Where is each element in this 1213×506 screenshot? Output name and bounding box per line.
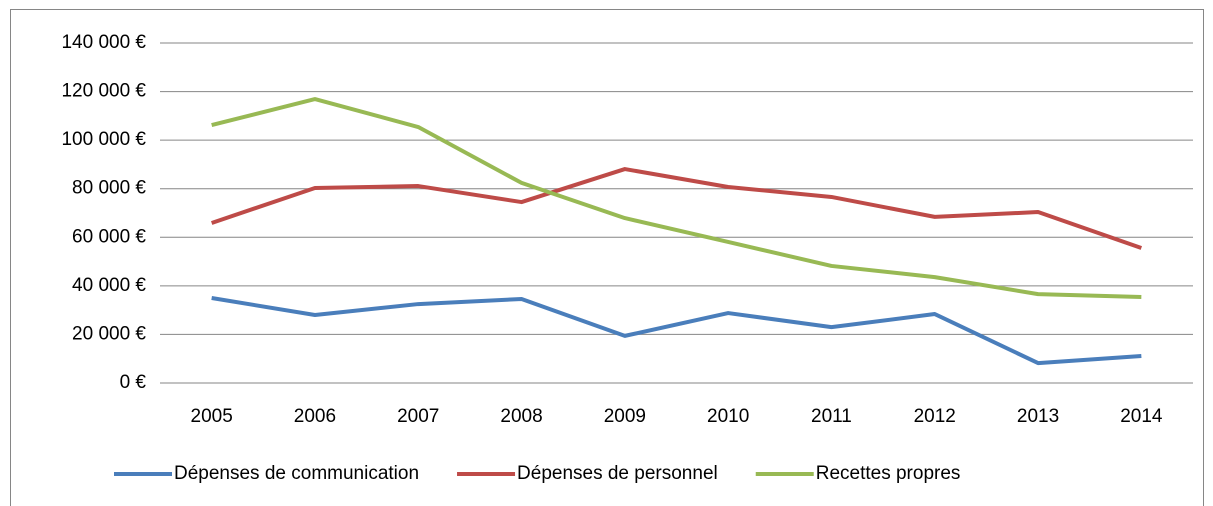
y-tick-label: 20 000 € [72, 323, 146, 344]
x-tick-label: 2013 [1017, 406, 1059, 427]
x-tick-label: 2005 [191, 406, 233, 427]
chart-frame [10, 9, 1204, 506]
y-tick-label: 120 000 € [61, 81, 146, 102]
legend-label: Dépenses de personnel [517, 463, 718, 484]
y-tick-label: 40 000 € [72, 275, 146, 296]
y-tick-label: 140 000 € [61, 32, 146, 53]
x-tick-label: 2011 [811, 406, 852, 427]
x-tick-label: 2010 [707, 406, 749, 427]
legend-label: Recettes propres [816, 463, 961, 484]
series-line [211, 296, 1142, 366]
y-tick-label: 60 000 € [72, 226, 146, 247]
x-tick-label: 2008 [500, 406, 542, 427]
x-tick-label: 2012 [914, 406, 956, 427]
x-tick-label: 2006 [294, 406, 336, 427]
y-tick-label: 0 € [120, 372, 147, 393]
x-tick-label: 2007 [397, 406, 439, 427]
series-line [211, 97, 1142, 300]
legend-label: Dépenses de communication [174, 463, 419, 484]
x-tick-label: 2014 [1120, 406, 1163, 427]
y-tick-label: 100 000 € [61, 129, 146, 150]
x-tick-label: 2009 [604, 406, 646, 427]
series-line [211, 167, 1143, 250]
y-tick-label: 80 000 € [72, 178, 146, 199]
